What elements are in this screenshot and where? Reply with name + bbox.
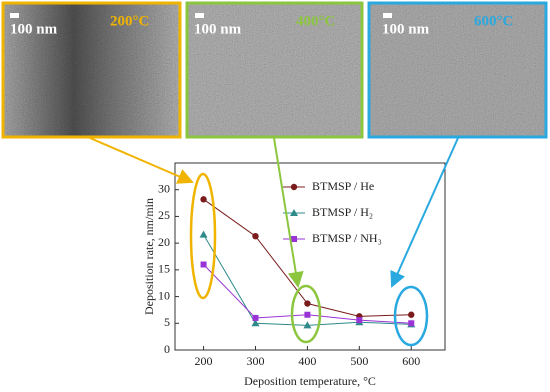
temperature-label: 200°C xyxy=(110,13,149,29)
y-tick-label: 30 xyxy=(158,181,170,195)
y-tick-label: 25 xyxy=(158,208,170,222)
scale-bar-label: 100 nm xyxy=(194,21,242,37)
arrow xyxy=(390,137,459,288)
point xyxy=(251,319,260,327)
point xyxy=(304,300,311,307)
point xyxy=(303,321,312,329)
arrow xyxy=(273,137,304,288)
x-tick-label: 500 xyxy=(350,354,368,368)
point xyxy=(304,311,311,318)
y-tick-label: 5 xyxy=(164,315,170,329)
y-tick-label: 0 xyxy=(164,342,170,356)
point xyxy=(252,232,259,240)
plot: 0 5 10 15 20 25 30 200 300 400 500 600 Deposition te… xyxy=(142,179,421,388)
temperature-label: 600°C xyxy=(474,13,513,29)
legend-label: BTMSP / H₂ xyxy=(312,205,373,219)
highlight xyxy=(393,285,429,347)
legend-marker xyxy=(290,209,298,216)
x-axis-title: Deposition temperature, °C xyxy=(244,374,376,388)
y-axis-title: Deposition rate, nm/min xyxy=(142,198,156,315)
highlight xyxy=(290,284,322,344)
y-tick-label: 10 xyxy=(158,288,170,302)
x-tick-label: 400 xyxy=(298,354,316,368)
sem-panel: 100 nm 600°C xyxy=(367,1,548,139)
point xyxy=(408,320,415,327)
legend-label: BTMSP / He xyxy=(312,179,374,193)
temperature-label: 400°C xyxy=(296,13,335,29)
legend-label: BTMSP / NH₃ xyxy=(312,231,382,245)
arrow xyxy=(89,137,194,184)
scale-bar-label: 100 nm xyxy=(10,21,58,37)
sem-panel: 100 nm 200°C xyxy=(1,1,182,139)
point xyxy=(200,196,207,203)
point xyxy=(200,261,207,268)
point xyxy=(356,317,363,324)
plot-frame xyxy=(174,162,446,351)
point xyxy=(252,314,259,321)
x-tick-label: 200 xyxy=(195,354,213,368)
y-tick-label: 20 xyxy=(158,235,170,249)
sem-panel: 100 nm 400°C xyxy=(185,1,364,139)
scale-bar-label: 100 nm xyxy=(382,21,430,37)
y-tick-label: 15 xyxy=(158,262,170,276)
highlight xyxy=(189,172,217,300)
x-tick-label: 300 xyxy=(246,354,264,368)
x-tick-label: 600 xyxy=(402,354,420,368)
legend-marker xyxy=(291,236,297,242)
legend-marker xyxy=(290,183,298,191)
point xyxy=(408,311,415,318)
point xyxy=(199,230,208,238)
